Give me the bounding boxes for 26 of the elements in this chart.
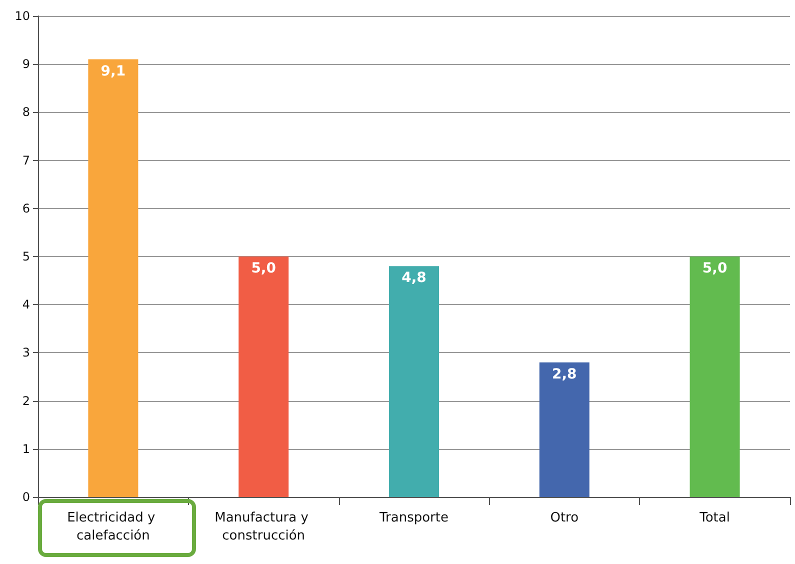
y-tick-label: 4 [22,298,30,312]
x-tick-label: Total [698,510,730,526]
y-tick-label: 8 [22,105,30,120]
y-tick-label: 2 [22,394,30,408]
y-tick-label: 5 [22,250,30,264]
data-label: 5,0 [702,260,728,276]
data-label: 4,8 [402,270,426,286]
bar [539,362,590,497]
bar [88,59,138,497]
y-tick-label: 6 [22,201,30,216]
bar [690,256,740,497]
data-label: 2,8 [552,366,577,382]
y-tick-label: 9 [22,57,30,72]
y-tick-label: 0 [22,490,30,504]
x-tick-label: Electricidad y calefacción [67,510,160,544]
y-tick-label: 3 [22,346,30,360]
y-tick-label: 7 [22,153,30,168]
bar [389,266,439,497]
data-label: 5,0 [251,260,276,276]
y-tick-label: 10 [14,9,30,23]
x-tick-label: Transporte [378,510,448,526]
bar [238,256,289,497]
data-label: 9,1 [100,63,126,80]
y-tick-label: 1 [22,442,30,456]
x-tick-label: Otro [550,510,579,526]
x-tick-label: Manufactura y construcción [214,510,313,544]
